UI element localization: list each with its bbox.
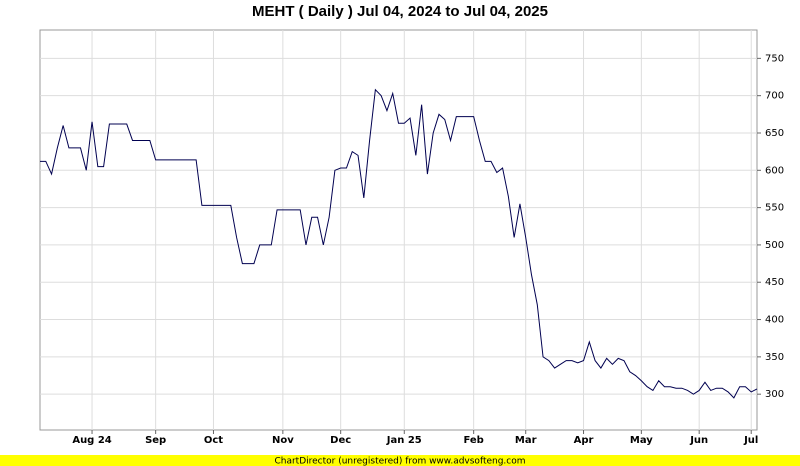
- y-tick-label: 700: [765, 91, 784, 102]
- y-tick-label: 500: [765, 240, 784, 251]
- x-tick-label: Aug 24: [72, 435, 111, 446]
- x-tick-label: Feb: [463, 435, 483, 446]
- y-tick-label: 300: [765, 389, 784, 400]
- chart-title: MEHT ( Daily ) Jul 04, 2024 to Jul 04, 2…: [252, 3, 548, 20]
- y-tick-label: 350: [765, 352, 784, 363]
- y-tick-label: 400: [765, 315, 784, 326]
- x-tick-label: Apr: [574, 435, 594, 446]
- x-tick-label: Oct: [204, 435, 223, 446]
- x-tick-label: Jul: [743, 435, 758, 446]
- footer-text: ChartDirector (unregistered) from www.ad…: [274, 457, 525, 466]
- x-tick-label: Mar: [515, 435, 537, 446]
- y-tick-label: 600: [765, 165, 784, 176]
- x-tick-label: May: [630, 435, 653, 446]
- x-tick-label: Sep: [145, 435, 166, 446]
- y-tick-label: 650: [765, 128, 784, 139]
- x-tick-label: Nov: [272, 435, 294, 446]
- plot-area: [39, 29, 758, 431]
- y-tick-label: 550: [765, 203, 784, 214]
- y-tick-label: 450: [765, 277, 784, 288]
- x-tick-label: Jan 25: [386, 435, 422, 446]
- y-tick-label: 750: [765, 53, 784, 64]
- x-tick-label: Jun: [689, 435, 708, 446]
- footer-bar: [0, 455, 800, 466]
- x-tick-label: Dec: [330, 435, 351, 446]
- price-line: [40, 88, 758, 399]
